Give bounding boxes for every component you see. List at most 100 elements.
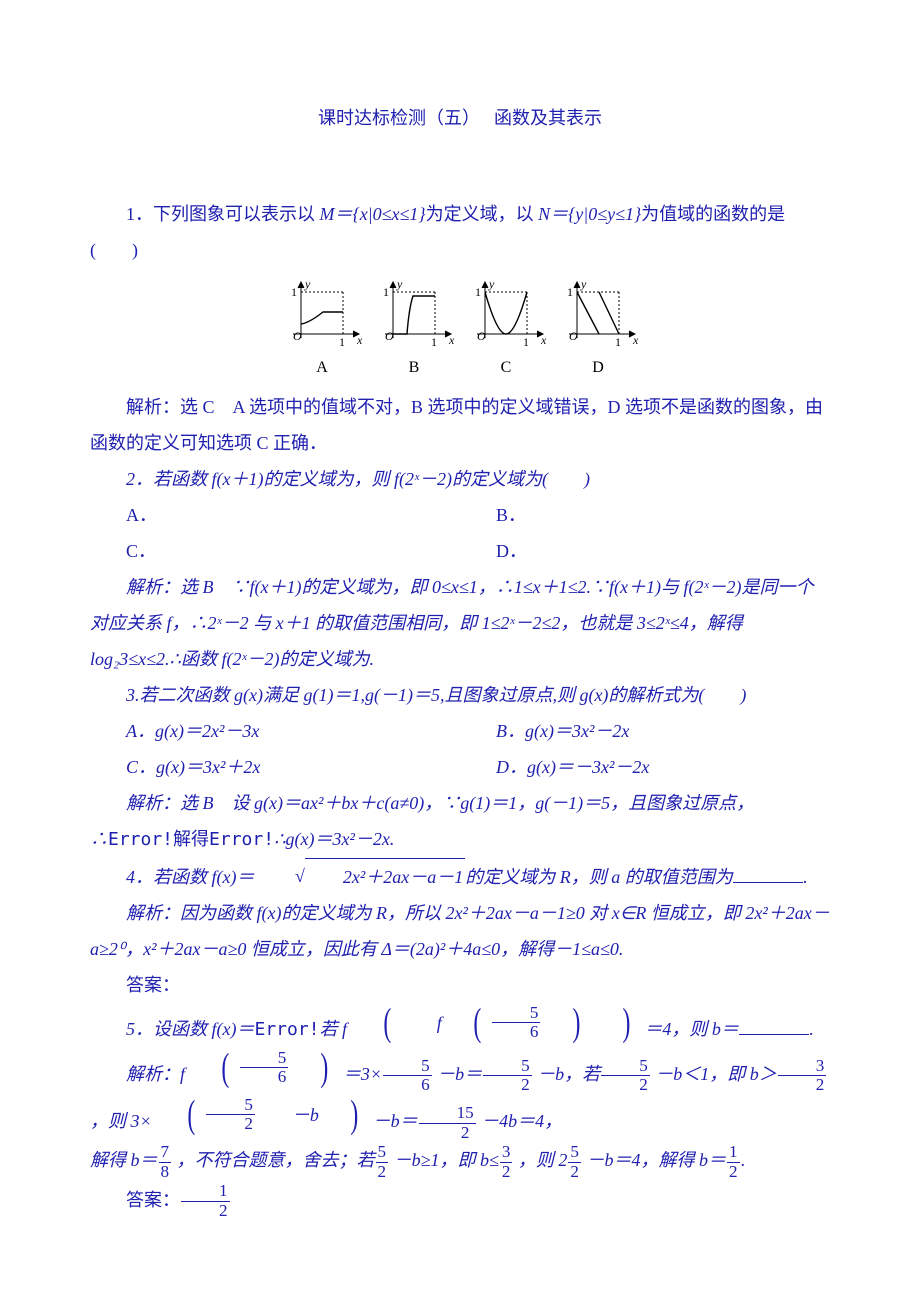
- graph-c: O y x 1 1 C: [463, 278, 549, 384]
- q4-blank: [733, 865, 803, 883]
- n: 5: [240, 1049, 289, 1069]
- f32: 32: [778, 1057, 827, 1096]
- n: 5: [383, 1057, 432, 1077]
- f52b: 52: [601, 1057, 650, 1096]
- y-label: y: [304, 278, 311, 291]
- lp: (: [361, 1003, 391, 1043]
- q5-blank: [739, 1017, 809, 1035]
- q4-b: 的定义域为 R，则 a 的取值范围为: [465, 867, 733, 887]
- frac-5-6: 56: [492, 1004, 541, 1043]
- d: 2: [727, 1163, 740, 1182]
- d: 2: [419, 1124, 476, 1143]
- x: x: [540, 333, 547, 347]
- d: 6: [383, 1076, 432, 1095]
- d: 2: [568, 1163, 581, 1182]
- q3-opt-d: D．g(x)＝－3x²－2x: [460, 749, 830, 785]
- rp: ): [600, 1003, 630, 1043]
- t: －b≥1，即 b≤: [394, 1150, 499, 1170]
- graph-a-svg: O y x 1 1: [279, 278, 365, 350]
- q4-a: 4．若函数 f(x)＝: [126, 867, 259, 887]
- f12: 12: [727, 1143, 740, 1182]
- o-label: O: [293, 329, 302, 343]
- graph-b: O y x 1 1 B: [371, 278, 457, 384]
- t: ＝3×: [343, 1064, 382, 1084]
- q2-stem: 2．若函数 f(x＋1)的定义域为，则 f(2ˣ－2)的定义域为( ): [90, 461, 830, 497]
- graph-d-svg: O y x 1 1: [555, 278, 641, 350]
- t: ，则 3×: [90, 1111, 152, 1131]
- q3-stem-text: 3.若二次函数 g(x)满足 g(1)＝1,g(－1)＝5,且图象过原点,则 g…: [126, 685, 746, 705]
- d: 2: [778, 1076, 827, 1095]
- q3-stem: 3.若二次函数 g(x)满足 g(1)＝1,g(－1)＝5,且图象过原点,则 g…: [90, 677, 830, 713]
- d: 6: [240, 1068, 289, 1087]
- ans-frac: 12: [181, 1182, 230, 1221]
- graph-d-label: D: [592, 352, 604, 384]
- d: 6: [492, 1023, 541, 1042]
- q2-analysis: 解析：选 B ∵f(x＋1)的定义域为，即 0≤x≤1，∴1≤x＋1≤2.∵f(…: [90, 569, 830, 677]
- t: ，不符合题意，舍去；若: [177, 1150, 375, 1170]
- q5-eq4: ＝4，则 b＝: [644, 1019, 739, 1039]
- f56: 56: [240, 1049, 289, 1088]
- dot: .: [741, 1150, 746, 1170]
- t: －b＝: [373, 1111, 418, 1131]
- q1-mid: 为定义域，以: [426, 204, 539, 224]
- tx: 1: [615, 335, 621, 349]
- f78: 78: [159, 1143, 172, 1182]
- f152: 152: [419, 1104, 476, 1143]
- graph-c-label: C: [501, 352, 512, 384]
- q1-stem: 1．下列图象可以表示以 M＝{x|0≤x≤1}为定义域，以 N＝{y|0≤y≤1…: [90, 196, 830, 268]
- lp: (: [166, 1095, 196, 1135]
- lp: (: [199, 1048, 229, 1088]
- q2-analysis-text: 解析：选 B ∵f(x＋1)的定义域为，即 0≤x≤1，∴1≤x＋1≤2.∵f(…: [90, 577, 814, 669]
- f32b: 32: [500, 1143, 513, 1182]
- f52d: 52: [376, 1143, 389, 1182]
- graph-b-svg: O y x 1 1: [371, 278, 457, 350]
- graph-a-label: A: [316, 352, 328, 384]
- t: －b＜1，即 b＞: [655, 1064, 777, 1084]
- q5-analysis: 解析：f (56) ＝3×56 －b＝52 －b，若52 －b＜1，即 b＞32…: [90, 1048, 830, 1142]
- q5-analysis-2: 解得 b＝78 ，不符合题意，舍去；若52 －b≥1，即 b≤32 ，则 252…: [90, 1142, 830, 1181]
- n: 5: [483, 1057, 532, 1077]
- q1-set-n: N＝{y|0≤y≤1}: [538, 204, 641, 224]
- n: 1: [181, 1182, 230, 1202]
- q2-opts-1: A． B．: [90, 497, 830, 533]
- x: x: [448, 333, 455, 347]
- tick-x: 1: [339, 335, 345, 349]
- ans-label: 答案：: [126, 1190, 180, 1210]
- ty: 1: [383, 285, 389, 299]
- q1-text-a: 1．下列图象可以表示以: [126, 204, 320, 224]
- n: 5: [601, 1057, 650, 1077]
- t: 解析：f: [126, 1064, 185, 1084]
- y: y: [580, 278, 587, 291]
- n: 5: [568, 1143, 581, 1163]
- graph-c-svg: O y x 1 1: [463, 278, 549, 350]
- n: 1: [727, 1143, 740, 1163]
- q3-opt-c: C．g(x)＝3x²＋2x: [90, 749, 460, 785]
- d: 2: [376, 1163, 389, 1182]
- n: 5: [376, 1143, 389, 1163]
- t: ，则 2: [518, 1150, 568, 1170]
- q3-mid: 解得: [173, 829, 209, 849]
- n: 7: [159, 1143, 172, 1163]
- rp: ): [329, 1095, 359, 1135]
- q5-err: Error!: [254, 1019, 319, 1040]
- q5-b: 若 f: [320, 1019, 348, 1039]
- d: 2: [181, 1202, 230, 1221]
- rp: ): [299, 1048, 329, 1088]
- d: 2: [206, 1115, 255, 1134]
- t: －b＝4，解得 b＝: [586, 1150, 726, 1170]
- f52c: 52: [206, 1096, 255, 1135]
- x: x: [632, 333, 639, 347]
- q2-stem-text: 2．若函数 f(x＋1)的定义域为，则 f(2ˣ－2)的定义域为( ): [126, 469, 590, 489]
- q3-opts-1: A．g(x)＝2x²－3x B．g(x)＝3x²－2x: [90, 713, 830, 749]
- q3-err2: Error!: [209, 829, 274, 850]
- tx: 1: [523, 335, 529, 349]
- graph-a: O y x 1 1 A: [279, 278, 365, 384]
- q2-opt-c: C．: [90, 533, 460, 569]
- y: y: [488, 278, 495, 291]
- q5-paren-outer: ( f ( 56 ) ): [352, 1003, 640, 1043]
- q2-opt-b: B．: [460, 497, 830, 533]
- d: 2: [601, 1076, 650, 1095]
- q3-opt-a: A．g(x)＝2x²－3x: [90, 713, 460, 749]
- tx: 1: [431, 335, 437, 349]
- o: O: [477, 329, 486, 343]
